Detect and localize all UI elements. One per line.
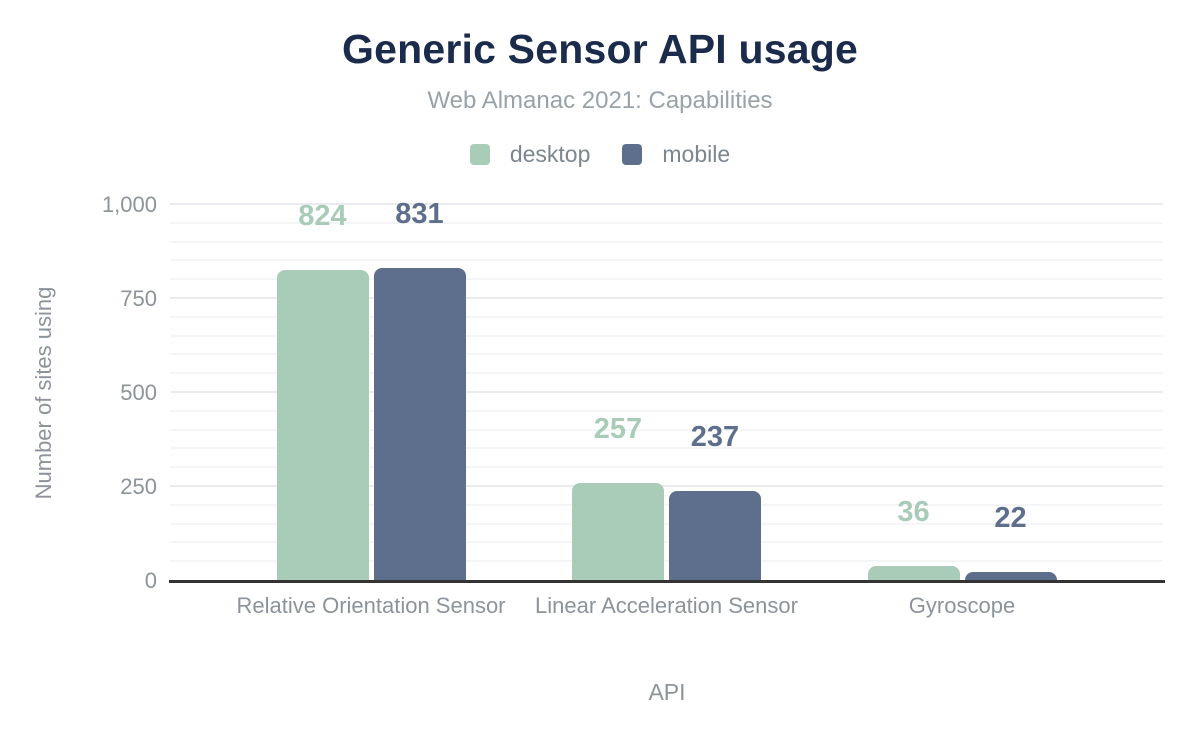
bar-mobile-linear-acceleration-sensor [669, 490, 761, 580]
y-tick-label-0: 0 [144, 568, 157, 593]
category-label-linear-acceleration-sensor: Linear Acceleration Sensor [535, 593, 798, 618]
y-tick-label-500: 500 [120, 380, 157, 405]
gridline-minor-700 [170, 315, 1163, 318]
bar-value-desktop-gyroscope: 36 [897, 496, 930, 529]
bar-desktop-relative-orientation-sensor [276, 270, 369, 580]
gridline-minor-950 [170, 221, 1163, 224]
gridline-minor-150 [170, 522, 1163, 525]
gridline-major-250 [170, 485, 1163, 487]
bar-value-desktop-relative-orientation-sensor: 824 [298, 200, 347, 233]
x-axis-line [169, 580, 1165, 583]
gridline-minor-50 [170, 560, 1163, 563]
gridline-major-750 [170, 297, 1163, 299]
gridline-minor-300 [170, 466, 1163, 469]
chart-subtitle: Web Almanac 2021: Capabilities [427, 87, 773, 114]
x-axis-title: API [648, 679, 686, 705]
bar-value-mobile-relative-orientation-sensor: 831 [395, 197, 444, 230]
legend-swatch-mobile [622, 144, 643, 165]
gridline-minor-100 [170, 541, 1163, 544]
bar-mobile-gyroscope [964, 571, 1057, 580]
bar-desktop-gyroscope [867, 566, 960, 580]
gridline-minor-900 [170, 240, 1163, 243]
bar-value-mobile-linear-acceleration-sensor: 237 [690, 420, 740, 453]
legend: desktop mobile [0, 141, 1200, 168]
gridline-minor-800 [170, 278, 1163, 281]
bar-desktop-linear-acceleration-sensor [572, 483, 664, 580]
legend-item-desktop: desktop [469, 141, 591, 168]
y-tick-label-750: 750 [120, 286, 157, 311]
legend-label-mobile: mobile [662, 141, 731, 167]
gridline-minor-350 [170, 447, 1163, 450]
gridline-minor-200 [170, 503, 1163, 506]
y-tick-label-1000: 1,000 [101, 192, 157, 217]
gridline-minor-550 [170, 372, 1163, 375]
legend-swatch-desktop [469, 144, 490, 165]
chart-title: Generic Sensor API usage [342, 26, 858, 72]
category-label-relative-orientation-sensor: Relative Orientation Sensor [236, 593, 506, 618]
legend-item-mobile: mobile [622, 141, 730, 168]
category-label-gyroscope: Gyroscope [908, 593, 1016, 618]
gridline-minor-450 [170, 409, 1163, 412]
bar-mobile-relative-orientation-sensor [373, 267, 466, 580]
gridline-minor-850 [170, 259, 1163, 262]
y-tick-label-250: 250 [120, 474, 157, 499]
gridline-major-500 [170, 391, 1163, 393]
gridline-minor-600 [170, 353, 1163, 356]
gridline-minor-400 [170, 428, 1163, 431]
bar-value-mobile-gyroscope: 22 [994, 501, 1027, 534]
bar-value-desktop-linear-acceleration-sensor: 257 [593, 413, 643, 446]
gridline-major-1000 [170, 203, 1163, 205]
legend-label-desktop: desktop [509, 141, 591, 167]
gridline-minor-650 [170, 334, 1163, 337]
